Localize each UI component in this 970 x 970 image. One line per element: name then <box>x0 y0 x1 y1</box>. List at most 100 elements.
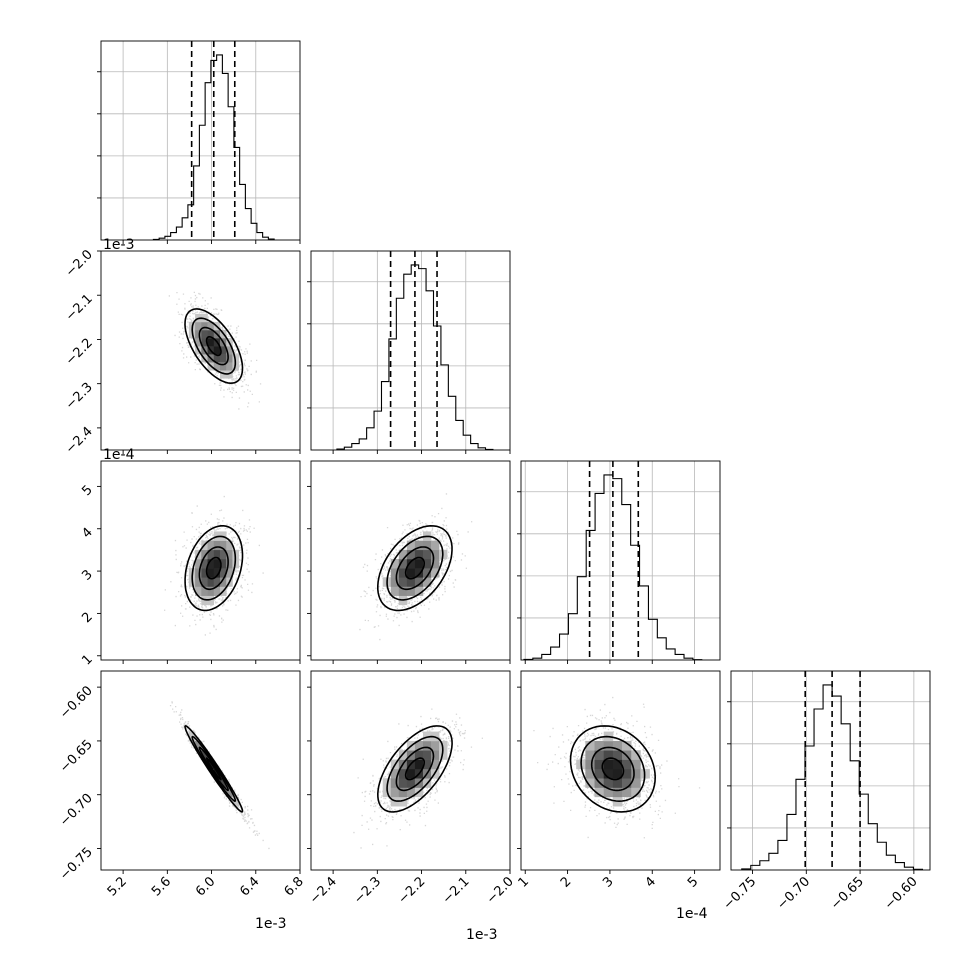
density-cell <box>201 338 208 347</box>
density-cell <box>390 558 400 569</box>
density-cell <box>431 740 440 751</box>
density-cell <box>406 568 416 578</box>
density-cell <box>431 540 440 551</box>
x-tick-label: −0.60 <box>882 874 921 913</box>
density-cell <box>414 549 424 560</box>
contour-line <box>395 546 435 591</box>
contour-line <box>191 535 237 601</box>
contour-line <box>386 535 444 601</box>
panel-2-0: 1 2 3 4 5 <box>79 460 301 668</box>
contour-line <box>198 746 229 792</box>
density-cell <box>406 778 416 788</box>
panel-content <box>533 696 701 839</box>
panel-3-0: 5.2 5.6 6.0 6.4 6.8 −0.75 −0.70 −0.65 −0.60 <box>57 670 307 899</box>
density-cell <box>219 577 227 587</box>
density-cell <box>603 778 614 788</box>
histogram-step <box>741 684 924 870</box>
density-cell <box>414 540 424 551</box>
density-cell <box>603 750 614 760</box>
y-tick-label: −2.2 <box>63 336 96 369</box>
y-tick-label: −0.65 <box>57 737 96 776</box>
panel-content <box>164 495 264 636</box>
density-cell <box>213 558 221 569</box>
density-cell <box>213 540 221 551</box>
density-cell <box>201 329 208 339</box>
density-cell <box>406 540 416 551</box>
y-tick-label: −2.4 <box>63 424 96 457</box>
panel-content <box>169 701 270 850</box>
panel-0-0 <box>97 40 301 244</box>
density-cell <box>219 778 227 788</box>
density-cell <box>219 370 227 379</box>
contour-line <box>205 336 222 357</box>
panel-1-1 <box>307 250 511 454</box>
density-cell <box>431 558 440 569</box>
x-tick-label: 6.0 <box>193 874 218 899</box>
x-tick-label: 3 <box>600 874 616 890</box>
density-cell <box>414 558 424 569</box>
density-cell <box>422 568 432 578</box>
density-cell <box>195 329 202 339</box>
x-tick-label: 6.4 <box>237 874 262 899</box>
panel-frame <box>100 40 301 241</box>
panel-2-2 <box>517 460 721 664</box>
density-cell <box>439 740 448 751</box>
density-cell <box>201 586 208 596</box>
panel-content <box>353 708 483 849</box>
y-tick-label: −2.0 <box>63 247 96 280</box>
panel-frame <box>100 250 301 451</box>
y-tick-label: 3 <box>79 567 95 583</box>
contour-line <box>191 317 237 375</box>
density-cell <box>213 586 221 596</box>
x-tick-label: 1 <box>516 874 532 890</box>
density-cell <box>207 595 215 606</box>
panel-frame <box>310 250 511 451</box>
y-tick-label: −0.75 <box>57 845 96 884</box>
density-cell <box>603 768 614 779</box>
density-cell <box>201 558 208 569</box>
contour-line <box>404 757 425 781</box>
density-cell <box>398 778 408 788</box>
density-cell <box>585 759 595 770</box>
density-cell <box>219 346 227 355</box>
density-cell <box>207 558 215 569</box>
density-cell <box>201 568 208 578</box>
density-cell <box>398 787 408 798</box>
density-cell <box>226 346 233 355</box>
x-tick-label: 5.6 <box>149 874 174 899</box>
density-cell <box>622 759 632 770</box>
density-cell <box>631 750 641 760</box>
contour-line <box>198 326 229 366</box>
y-tick-label: −0.70 <box>57 791 96 830</box>
x-offset-label: 1e-3 <box>255 916 286 932</box>
panel-content <box>311 251 510 450</box>
density-cell <box>213 354 221 363</box>
density-cell <box>232 796 239 807</box>
density-cell <box>207 321 215 331</box>
density-cell <box>207 338 215 347</box>
panel-content <box>521 461 720 660</box>
density-cell <box>207 568 215 578</box>
x-tick-label: −0.75 <box>721 874 760 913</box>
density-cell <box>219 540 227 551</box>
density-cell <box>622 778 632 788</box>
x-tick-label: −2.1 <box>440 874 473 907</box>
density-cell <box>594 787 605 798</box>
density-cell <box>213 577 221 587</box>
density-cell <box>213 549 221 560</box>
density-cell <box>390 787 400 798</box>
density-cell <box>219 549 227 560</box>
y-tick-label: −2.1 <box>63 291 96 324</box>
density-cell <box>398 577 408 587</box>
density-cell <box>612 768 623 779</box>
x-tick-label: −2.4 <box>307 874 340 907</box>
density-cell <box>390 577 400 587</box>
density-cell <box>195 558 202 569</box>
panel-content <box>101 41 300 240</box>
density-cell <box>406 558 416 569</box>
density-cell <box>398 568 408 578</box>
density-cell <box>631 787 641 798</box>
density-cell <box>622 787 632 798</box>
contour-line <box>395 746 435 792</box>
